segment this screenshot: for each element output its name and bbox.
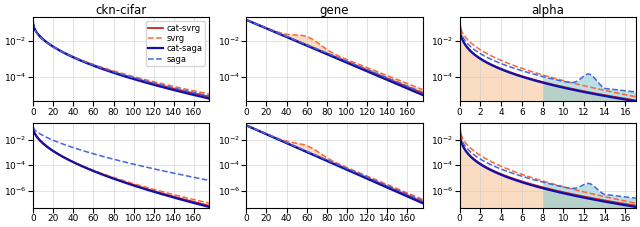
cat-svrg (88, 63, 95, 66)
cat-svrg (129, 76, 136, 79)
cat-saga (37, 36, 45, 39)
cat-saga (193, 94, 201, 97)
Legend: cat-svrg, svrg, cat-saga, saga: cat-svrg, svrg, cat-saga, saga (146, 21, 205, 66)
cat-svrg (44, 42, 52, 45)
saga (205, 94, 213, 97)
Line: cat-svrg: cat-svrg (33, 23, 209, 97)
saga (58, 51, 66, 53)
Title: ckn-cifar: ckn-cifar (95, 4, 147, 17)
saga (44, 42, 52, 45)
svrg (44, 42, 52, 45)
svrg (37, 37, 45, 39)
cat-svrg (29, 21, 37, 24)
cat-svrg (193, 93, 201, 95)
saga (193, 92, 201, 95)
cat-saga (88, 64, 95, 66)
cat-saga (58, 51, 66, 53)
saga (129, 76, 136, 79)
cat-saga (129, 77, 136, 80)
cat-svrg (37, 36, 45, 39)
cat-saga (29, 21, 37, 24)
svrg (129, 75, 136, 78)
Line: svrg: svrg (33, 23, 209, 94)
cat-saga (44, 42, 52, 45)
svrg (205, 93, 213, 95)
saga (37, 36, 45, 39)
cat-svrg (205, 95, 213, 98)
svrg (29, 21, 37, 24)
Title: gene: gene (319, 4, 349, 17)
svrg (58, 50, 66, 53)
Line: cat-saga: cat-saga (33, 23, 209, 99)
svrg (88, 62, 95, 65)
Line: saga: saga (33, 23, 209, 96)
svrg (193, 90, 201, 93)
cat-saga (205, 97, 213, 100)
saga (29, 21, 37, 24)
Title: alpha: alpha (531, 4, 564, 17)
saga (88, 63, 95, 66)
cat-svrg (58, 50, 66, 53)
